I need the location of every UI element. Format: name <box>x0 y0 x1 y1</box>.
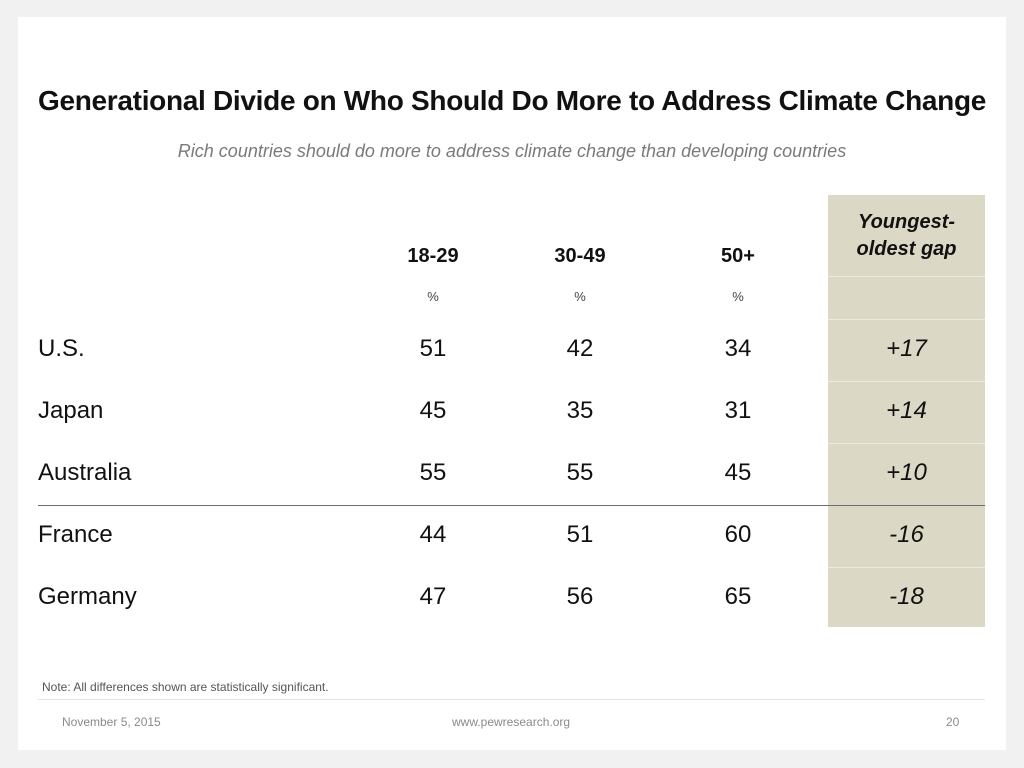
column-header-50-plus: 50+ <box>721 245 755 267</box>
table-row: Australia 55 55 45 +10 <box>18 443 1006 505</box>
value-30-49: 35 <box>566 397 594 424</box>
gap-column-header: Youngest- oldest gap <box>828 209 985 263</box>
gap-column-divider <box>828 567 985 568</box>
country-label: Australia <box>38 459 132 486</box>
slide: Generational Divide on Who Should Do Mor… <box>18 17 1006 750</box>
value-50-plus: 65 <box>724 583 752 610</box>
footer-url[interactable]: www.pewresearch.org <box>452 715 571 729</box>
footnote: Note: All differences shown are statisti… <box>42 680 329 694</box>
value-30-49: 42 <box>566 335 594 362</box>
country-label: France <box>38 521 113 548</box>
value-18-29: 47 <box>419 583 447 610</box>
gap-header-line1: Youngest- <box>857 211 956 233</box>
country-label: Germany <box>38 583 137 610</box>
gap-column-divider <box>828 443 985 444</box>
gap-value: +10 <box>886 459 927 486</box>
footer-divider <box>38 699 985 700</box>
gap-header-line2: oldest gap <box>856 238 957 260</box>
group-separator-line <box>38 505 985 506</box>
column-header-30-49: 30-49 <box>554 245 606 267</box>
slide-title: Generational Divide on Who Should Do Mor… <box>37 85 987 116</box>
gap-column-divider <box>828 276 985 277</box>
gap-value: +17 <box>886 335 927 362</box>
value-50-plus: 45 <box>724 459 752 486</box>
gap-value: +14 <box>886 397 927 424</box>
value-30-49: 55 <box>566 459 594 486</box>
value-18-29: 44 <box>419 521 447 548</box>
table-row: Japan 45 35 31 +14 <box>18 381 1006 443</box>
column-unit: % <box>574 289 586 304</box>
footer-date: November 5, 2015 <box>62 715 161 729</box>
value-30-49: 56 <box>566 583 594 610</box>
gap-column-background <box>828 195 985 627</box>
gap-value: -18 <box>889 583 924 610</box>
value-18-29: 45 <box>419 397 447 424</box>
page-number: 20 <box>946 715 960 729</box>
table-row: France 44 51 60 -16 <box>18 505 1006 567</box>
column-header-18-29: 18-29 <box>407 245 459 267</box>
gap-value: -16 <box>889 521 924 548</box>
value-18-29: 55 <box>419 459 447 486</box>
value-30-49: 51 <box>566 521 594 548</box>
value-50-plus: 31 <box>724 397 752 424</box>
table-row: Germany 47 56 65 -18 <box>18 567 1006 629</box>
value-18-29: 51 <box>419 335 447 362</box>
country-label: Japan <box>38 397 104 424</box>
table-row: U.S. 51 42 34 +17 <box>18 319 1006 381</box>
country-label: U.S. <box>38 335 85 362</box>
value-50-plus: 60 <box>724 521 752 548</box>
gap-column-divider <box>828 381 985 382</box>
value-50-plus: 34 <box>724 335 752 362</box>
column-unit: % <box>732 289 744 304</box>
column-unit: % <box>427 289 439 304</box>
slide-subtitle: Rich countries should do more to address… <box>177 141 847 161</box>
gap-column-divider <box>828 319 985 320</box>
